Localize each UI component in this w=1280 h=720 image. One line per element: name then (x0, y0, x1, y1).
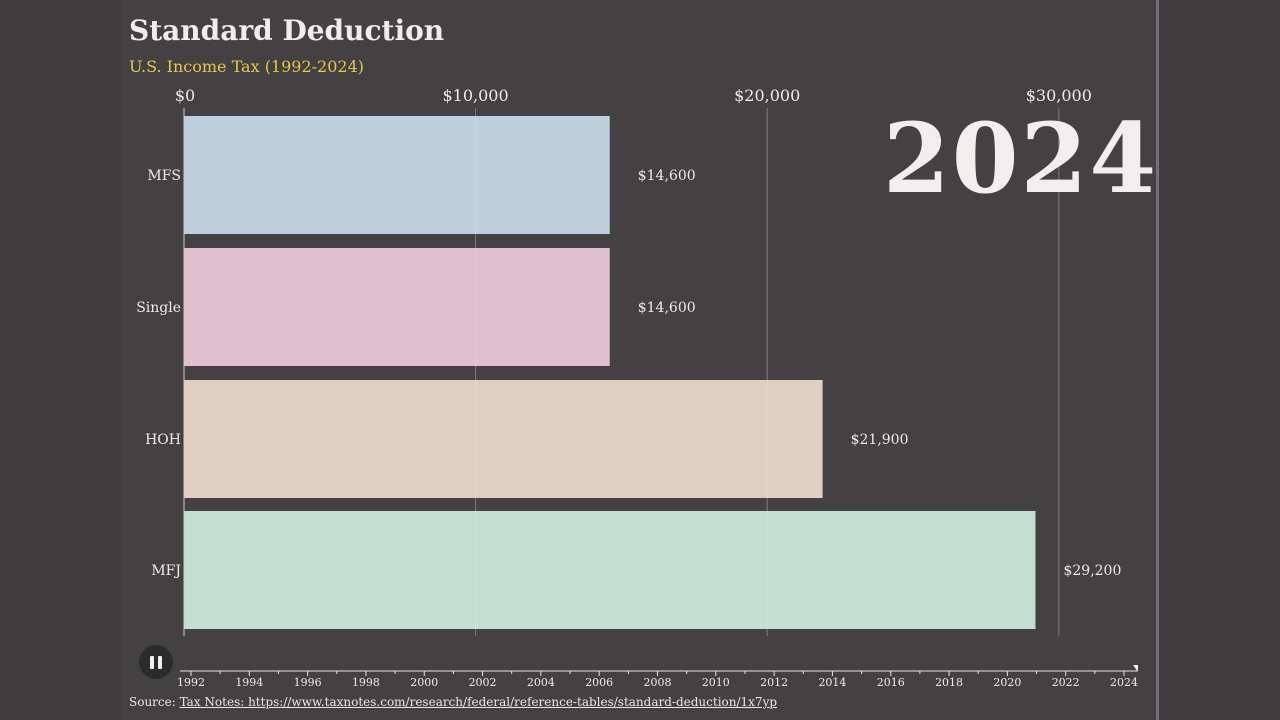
bar-mfj (184, 511, 1036, 629)
bar-hoh (184, 380, 823, 498)
value-label-mfj: $29,200 (1063, 563, 1121, 579)
chart-title: Standard Deduction (129, 14, 445, 47)
value-label-hoh: $21,900 (851, 432, 909, 448)
x-tick-label-20000: $20,000 (734, 86, 800, 105)
value-label-single: $14,600 (638, 300, 696, 316)
source-link[interactable]: Tax Notes: https://www.taxnotes.com/rese… (179, 695, 778, 709)
source-note: Source: Tax Notes: https://www.taxnotes.… (129, 695, 777, 709)
category-label-mfs: MFS (147, 168, 181, 184)
timeline-label-2014: 2014 (818, 676, 846, 689)
timeline-label-1994: 1994 (235, 676, 263, 689)
timeline-label-2010: 2010 (702, 676, 730, 689)
timeline-label-2004: 2004 (527, 676, 555, 689)
timeline-label-2024: 2024 (1110, 676, 1138, 689)
timeline-label-2016: 2016 (877, 676, 905, 689)
timeline-label-1996: 1996 (294, 676, 322, 689)
pause-button[interactable] (139, 645, 173, 679)
timeline-label-1998: 1998 (352, 676, 380, 689)
timeline-label-2008: 2008 (644, 676, 672, 689)
timeline-handle (1133, 665, 1138, 672)
category-label-single: Single (136, 300, 181, 316)
x-tick-label-10000: $10,000 (443, 86, 509, 105)
timeline-label-2022: 2022 (1052, 676, 1080, 689)
bar-mfs (184, 116, 610, 234)
pause-icon-bar (158, 655, 162, 669)
frame-edge (1156, 0, 1159, 720)
pause-icon (150, 655, 154, 669)
timeline-label-2006: 2006 (585, 676, 613, 689)
timeline-label-2002: 2002 (469, 676, 497, 689)
source-label: Source: (129, 695, 176, 709)
timeline-label-2020: 2020 (993, 676, 1021, 689)
timeline-label-2018: 2018 (935, 676, 963, 689)
value-label-mfs: $14,600 (638, 168, 696, 184)
chart-subtitle: U.S. Income Tax (1992-2024) (129, 57, 365, 76)
bar-single (184, 248, 610, 366)
category-label-hoh: HOH (145, 432, 181, 448)
category-label-mfj: MFJ (151, 563, 181, 579)
x-tick-label-30000: $30,000 (1026, 86, 1092, 105)
timeline-label-2000: 2000 (410, 676, 438, 689)
x-tick-label-0: $0 (175, 86, 195, 105)
current-year-label: 2024 (883, 102, 1159, 215)
timeline-label-1992: 1992 (177, 676, 205, 689)
timeline-label-2012: 2012 (760, 676, 788, 689)
